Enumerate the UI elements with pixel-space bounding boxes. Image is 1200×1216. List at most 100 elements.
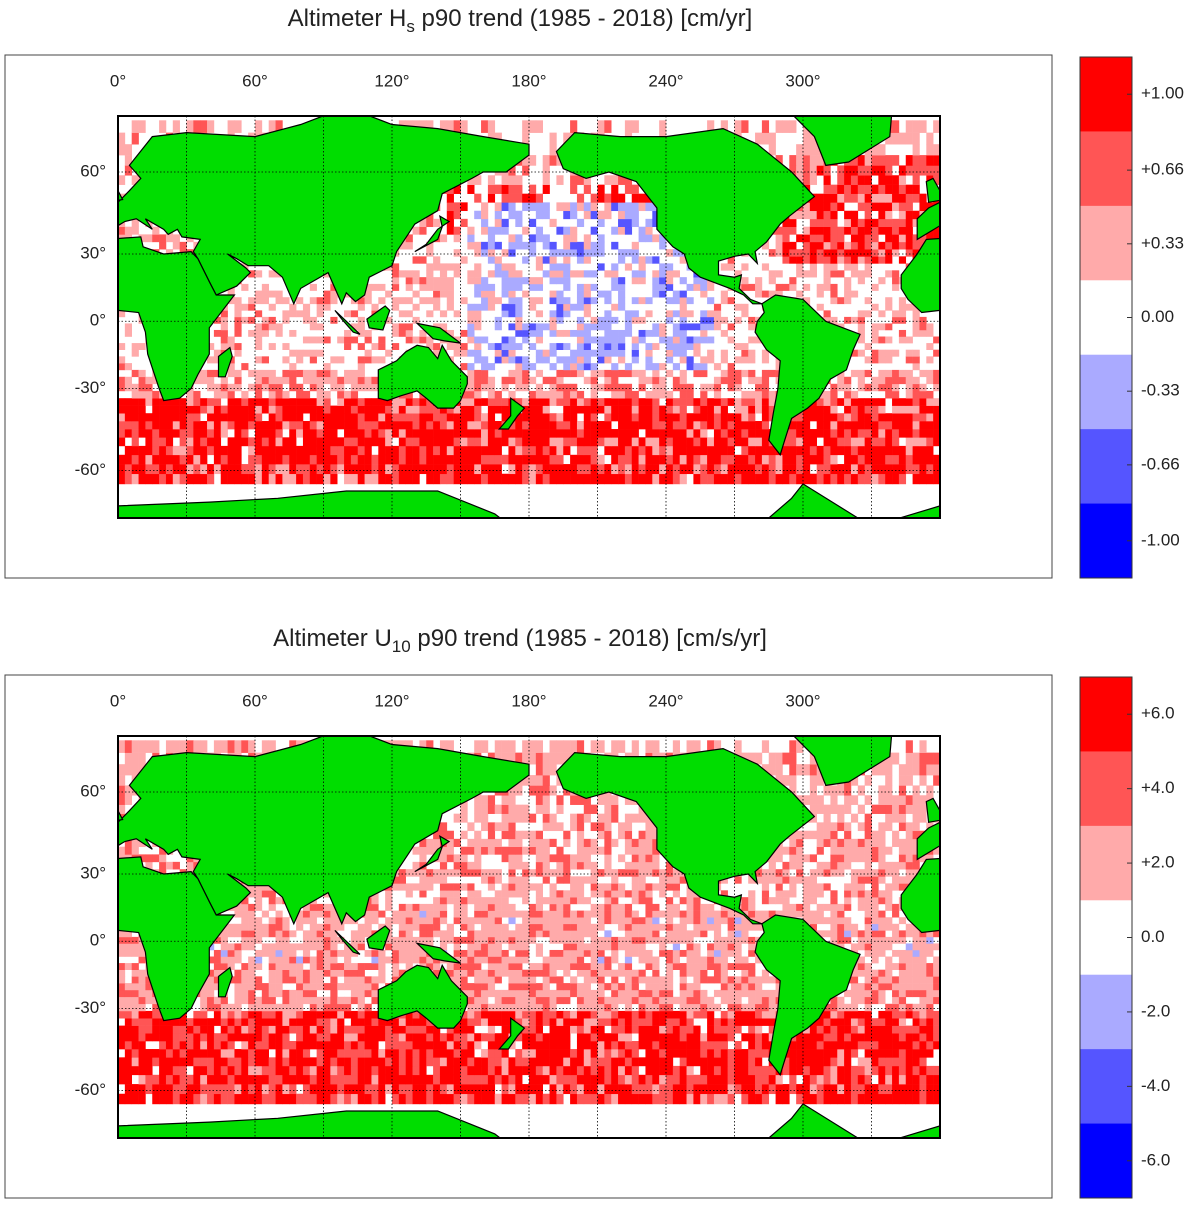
trend-cell: [556, 1033, 563, 1041]
trend-cell: [145, 1057, 152, 1066]
trend-cell: [221, 429, 228, 438]
trend-cell: [584, 1084, 591, 1094]
trend-cell: [563, 1075, 570, 1085]
trend-cell: [529, 1057, 536, 1066]
trend-cell: [440, 429, 447, 438]
trend-cell: [406, 1084, 413, 1094]
trend-cell: [858, 219, 865, 227]
trend-cell: [474, 1057, 481, 1066]
trend-cell: [817, 1084, 824, 1094]
trend-cell: [604, 370, 611, 377]
trend-cell: [639, 377, 646, 384]
trend-cell: [385, 429, 392, 438]
trend-cell: [714, 1026, 721, 1034]
trend-cell: [159, 1084, 166, 1094]
trend-cell: [392, 284, 399, 291]
trend-cell: [351, 464, 358, 474]
trend-cell: [591, 429, 598, 438]
trend-cell: [241, 437, 248, 446]
trend-cell: [187, 474, 194, 484]
trend-cell: [317, 1066, 324, 1075]
trend-cell: [296, 464, 303, 474]
trend-cell: [310, 1004, 317, 1011]
trend-cell: [913, 1004, 920, 1011]
trend-cell: [310, 1066, 317, 1075]
trend-cell: [748, 1094, 755, 1104]
trend-cell: [282, 1041, 289, 1049]
trend-cell: [824, 263, 831, 270]
trend-cell: [577, 398, 584, 406]
trend-cell: [611, 304, 618, 311]
trend-cell: [310, 429, 317, 438]
trend-cell: [707, 356, 714, 363]
trend-cell: [529, 323, 536, 330]
trend-cell: [728, 384, 735, 391]
trend-cell: [488, 249, 495, 256]
trend-cell: [508, 249, 515, 256]
trend-cell: [570, 1094, 577, 1104]
colorbar-label: -0.66: [1141, 454, 1180, 473]
trend-cell: [392, 1041, 399, 1049]
trend-cell: [844, 219, 851, 227]
trend-cell: [337, 337, 344, 344]
trend-cell: [577, 391, 584, 399]
trend-cell: [721, 1011, 728, 1019]
lon-tick-label: 120°: [374, 71, 409, 90]
trend-cell: [262, 291, 269, 298]
trend-cell: [550, 133, 557, 145]
trend-cell: [611, 1084, 618, 1094]
trend-cell: [611, 406, 618, 414]
trend-cell: [604, 202, 611, 211]
trend-cell: [234, 120, 241, 133]
trend-cell: [687, 1041, 694, 1049]
trend-cell: [139, 1033, 146, 1041]
trend-cell: [467, 1094, 474, 1104]
trend-cell: [872, 446, 879, 455]
trend-cell: [645, 227, 652, 235]
trend-cell: [906, 219, 913, 227]
trend-cell: [803, 421, 810, 429]
trend-cell: [584, 211, 591, 219]
trend-cell: [173, 474, 180, 484]
trend-cell: [495, 437, 502, 446]
trend-cell: [872, 377, 879, 384]
trend-cell: [604, 1018, 611, 1026]
trend-cell: [207, 1084, 214, 1094]
trend-cell: [604, 997, 611, 1004]
trend-cell: [570, 202, 577, 211]
trend-cell: [440, 270, 447, 277]
trend-cell: [748, 455, 755, 465]
trend-cell: [748, 370, 755, 377]
trend-cell: [433, 1066, 440, 1075]
trend-cell: [426, 277, 433, 284]
trend-cell: [385, 406, 392, 414]
trend-cell: [536, 370, 543, 377]
trend-cell: [118, 413, 125, 421]
trend-cell: [461, 330, 468, 337]
trend-cell: [255, 270, 262, 277]
trend-cell: [522, 437, 529, 446]
trend-cell: [687, 1057, 694, 1066]
trend-cell: [913, 194, 920, 203]
trend-cell: [529, 249, 536, 256]
trend-cell: [358, 384, 365, 391]
lat-tick-label: -30°: [75, 378, 106, 397]
trend-cell: [139, 455, 146, 465]
trend-cell: [598, 211, 605, 219]
trend-cell: [680, 343, 687, 350]
trend-cell: [255, 377, 262, 384]
trend-cell: [611, 413, 618, 421]
trend-cell: [173, 1075, 180, 1085]
trend-cell: [536, 227, 543, 235]
trend-cell: [481, 455, 488, 465]
trend-cell: [913, 406, 920, 414]
trend-cell: [741, 263, 748, 270]
trend-cell: [926, 1018, 933, 1026]
trend-cell: [152, 421, 159, 429]
trend-cell: [550, 464, 557, 474]
trend-cell: [413, 1057, 420, 1066]
trend-cell: [598, 291, 605, 298]
trend-cell: [228, 406, 235, 414]
trend-cell: [591, 1075, 598, 1085]
trend-cell: [632, 297, 639, 304]
